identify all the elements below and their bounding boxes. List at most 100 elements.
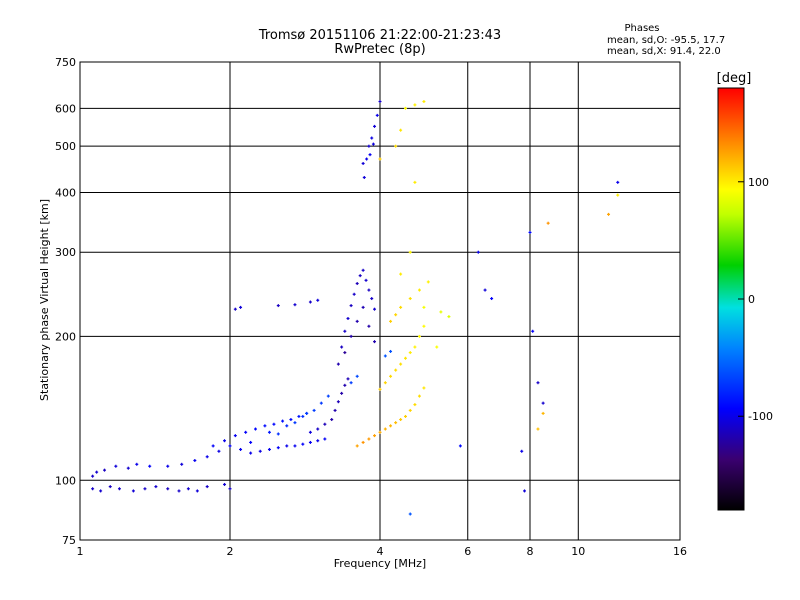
- data-point: [362, 175, 366, 179]
- data-point: [408, 250, 412, 254]
- data-point: [346, 377, 350, 381]
- data-point: [166, 487, 170, 491]
- x-tick-label-3: 6: [464, 545, 471, 558]
- data-point: [263, 424, 267, 428]
- data-point: [536, 381, 540, 385]
- data-point: [205, 455, 209, 459]
- data-point: [383, 381, 387, 385]
- data-point: [267, 430, 271, 434]
- data-point: [346, 316, 350, 320]
- plot-frame: [79, 61, 681, 541]
- data-point: [368, 153, 372, 157]
- data-point: [373, 307, 377, 311]
- data-point: [180, 462, 184, 466]
- data-point: [154, 485, 158, 489]
- x-tick-label-0: 1: [77, 545, 84, 558]
- data-point: [370, 297, 374, 301]
- data-point: [616, 193, 620, 197]
- data-point: [616, 180, 620, 184]
- data-point: [355, 444, 359, 448]
- data-point: [281, 419, 285, 423]
- data-point: [239, 305, 243, 309]
- data-point: [308, 440, 312, 444]
- y-tick-label-0: 75: [62, 534, 76, 547]
- y-tick-label-5: 500: [55, 140, 76, 153]
- data-point: [343, 329, 347, 333]
- data-point: [323, 437, 327, 441]
- data-point: [389, 374, 393, 378]
- data-point: [413, 180, 417, 184]
- data-point: [355, 282, 359, 286]
- data-point: [408, 351, 412, 355]
- data-point: [326, 394, 330, 398]
- data-point: [435, 345, 439, 349]
- x-tick-label-6: 16: [673, 545, 687, 558]
- data-point: [336, 400, 340, 404]
- data-point: [389, 349, 393, 353]
- data-point: [316, 298, 320, 302]
- data-point: [316, 427, 320, 431]
- data-point: [103, 468, 107, 472]
- data-point: [249, 451, 253, 455]
- data-point: [340, 345, 344, 349]
- grid: [79, 61, 681, 541]
- data-point: [358, 274, 362, 278]
- data-point: [126, 466, 130, 470]
- data-point: [399, 272, 403, 276]
- data-point: [520, 449, 524, 453]
- data-point: [305, 411, 309, 415]
- data-point: [439, 310, 443, 314]
- y-tick-label-1: 100: [55, 474, 76, 487]
- data-point: [371, 142, 375, 146]
- data-point: [365, 157, 369, 161]
- data-point: [91, 474, 95, 478]
- y-tick-label-4: 400: [55, 186, 76, 199]
- data-point: [223, 482, 227, 486]
- data-point: [276, 432, 280, 436]
- data-point: [228, 444, 232, 448]
- data-point: [253, 427, 257, 431]
- data-point: [349, 334, 353, 338]
- data-point: [403, 356, 407, 360]
- data-point: [367, 324, 371, 328]
- x-axis-label: Frequency [MHz]: [334, 557, 426, 570]
- scatter-points: [91, 100, 620, 516]
- data-point: [319, 401, 323, 405]
- data-point: [308, 300, 312, 304]
- data-point: [476, 250, 480, 254]
- data-point: [364, 278, 368, 282]
- data-point: [370, 136, 374, 140]
- data-point: [91, 487, 95, 491]
- data-point: [523, 489, 527, 493]
- data-point: [403, 414, 407, 418]
- data-point: [378, 430, 382, 434]
- x-tick-label-5: 10: [571, 545, 585, 558]
- data-point: [233, 434, 237, 438]
- data-point: [301, 414, 305, 418]
- data-point: [349, 381, 353, 385]
- data-point: [131, 489, 135, 493]
- data-point: [276, 304, 280, 308]
- x-tick-label-1: 2: [227, 545, 234, 558]
- stats-line-x: mean, sd,X: 91.4, 22.0: [607, 46, 721, 57]
- data-point: [330, 418, 334, 422]
- data-point: [373, 124, 377, 128]
- data-point: [135, 462, 139, 466]
- data-point: [272, 422, 276, 426]
- data-point: [293, 444, 297, 448]
- data-point: [541, 411, 545, 415]
- data-point: [108, 485, 112, 489]
- data-point: [293, 421, 297, 425]
- data-point: [233, 307, 237, 311]
- data-point: [546, 221, 550, 225]
- colorbar-tick-label-1: 0: [748, 293, 755, 306]
- data-point: [186, 487, 190, 491]
- data-point: [355, 319, 359, 323]
- x-gridlines: [79, 62, 681, 540]
- data-point: [607, 212, 611, 216]
- data-point: [205, 485, 209, 489]
- data-point: [426, 280, 430, 284]
- data-point: [223, 439, 227, 443]
- data-point: [447, 315, 451, 319]
- data-point: [340, 391, 344, 395]
